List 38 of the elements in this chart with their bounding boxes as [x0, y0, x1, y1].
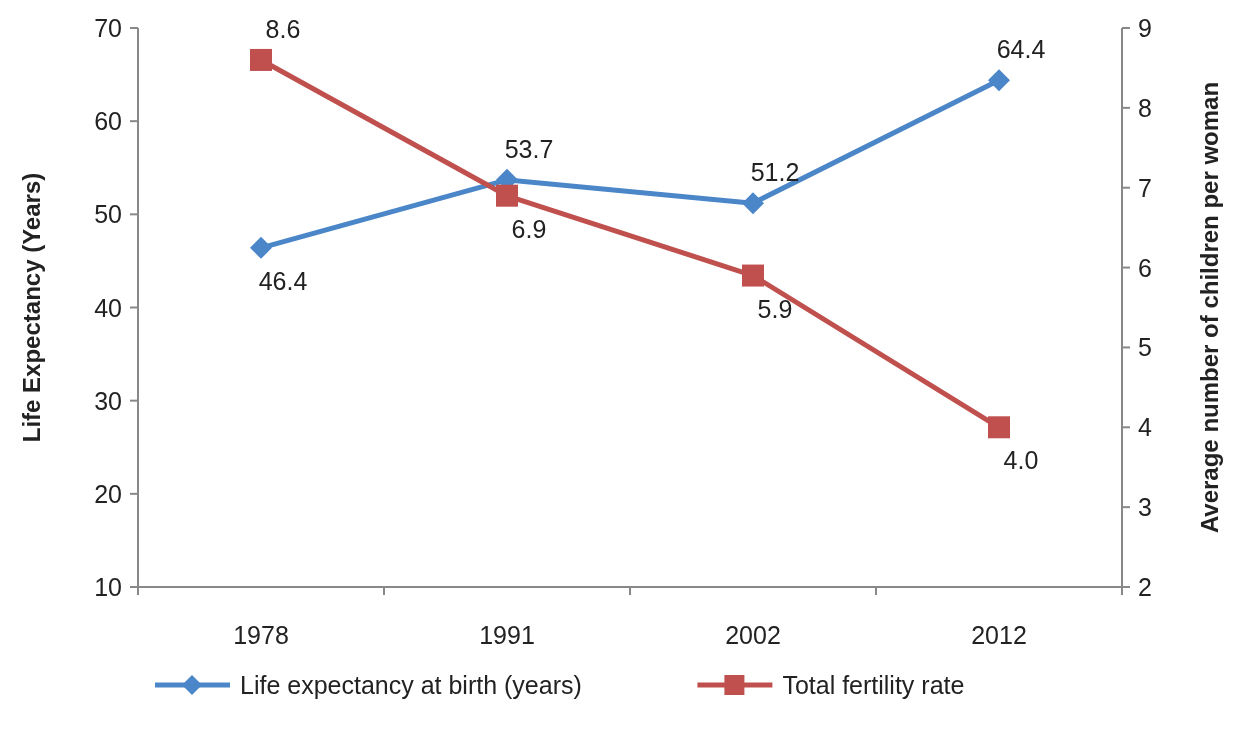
point: [988, 69, 1010, 92]
y-tick-label: 70: [94, 14, 122, 42]
point: [250, 236, 272, 259]
data-label: 4.0: [1003, 446, 1039, 475]
x-tick-label: 1978: [233, 621, 289, 649]
x-tick-label: 2002: [725, 621, 781, 649]
y2-tick-label: 2: [1138, 573, 1152, 601]
y2-tick-label: 8: [1138, 93, 1152, 122]
y2-tick-label: 4: [1138, 413, 1152, 442]
data-label: 5.9: [757, 294, 793, 323]
y2-tick-label: 7: [1138, 173, 1152, 202]
point: [496, 184, 518, 207]
y2-tick-label: 9: [1138, 14, 1152, 42]
data-label: 64.4: [996, 35, 1046, 64]
y-tick-label: 60: [94, 107, 122, 136]
data-label: 51.2: [750, 158, 800, 187]
y-tick-label: 10: [94, 573, 122, 601]
x-tick-label: 1991: [479, 621, 535, 649]
y2-tick-label: 3: [1138, 493, 1152, 522]
y-tick-label: 50: [94, 200, 122, 229]
legend-label: Total fertility rate: [782, 671, 965, 699]
point: [742, 264, 764, 287]
y-tick-label: 40: [94, 293, 122, 322]
y2-tick-label: 5: [1138, 333, 1152, 362]
point: [250, 48, 272, 71]
data-label: 8.6: [265, 14, 301, 43]
y2-axis-title: Average number of children per woman: [1196, 81, 1223, 534]
x-tick-label: 2012: [971, 621, 1027, 649]
point: [988, 416, 1010, 439]
y-axis-title: Life Expectancy (Years): [18, 172, 45, 443]
data-label: 53.7: [504, 134, 554, 163]
y-tick-label: 30: [94, 386, 122, 415]
point: [742, 192, 764, 215]
data-label: 46.4: [258, 266, 308, 295]
data-label: 6.9: [511, 214, 547, 243]
legend-label: Life expectancy at birth (years): [240, 671, 582, 699]
y-tick-label: 20: [94, 479, 122, 508]
y2-tick-label: 6: [1138, 253, 1152, 282]
